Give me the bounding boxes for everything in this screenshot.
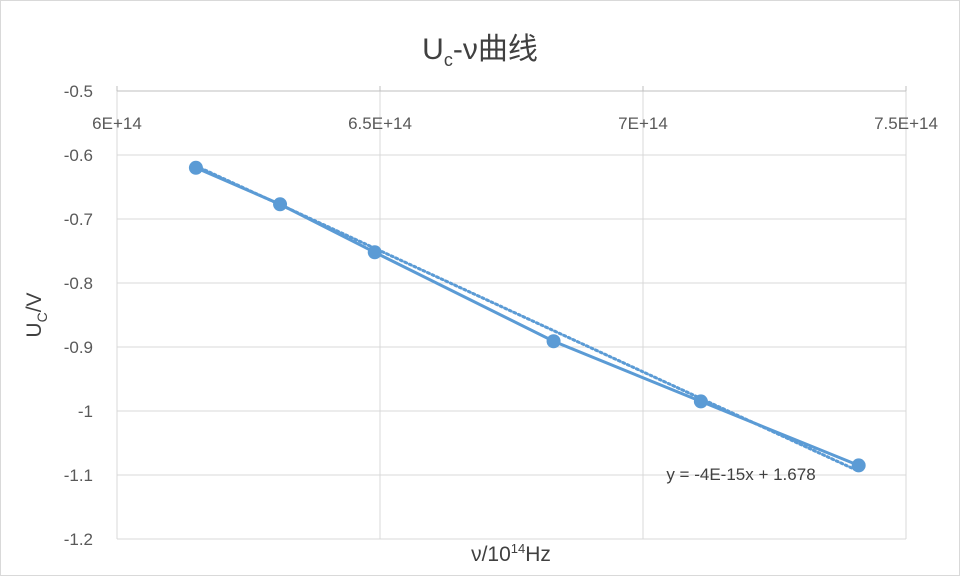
data-point	[188, 160, 203, 175]
y-tick-label: -1	[78, 402, 93, 421]
y-tick-label: -1.1	[64, 466, 93, 485]
data-point	[367, 245, 382, 260]
tick-labels: -0.5 -0.6 -0.7 -0.8 -0.9 -1 -1.1 -1.2 6E+14 6.5E+…	[64, 82, 938, 549]
x-tick-label: 6E+14	[92, 114, 142, 133]
series-line	[195, 166, 860, 467]
y-axis-title: UC/V	[23, 292, 50, 337]
series-layer	[188, 160, 866, 473]
y-tick-label: -0.5	[64, 82, 93, 101]
y-tick-label: -0.6	[64, 146, 93, 165]
y-tick-label: -0.7	[64, 210, 93, 229]
data-point	[851, 458, 866, 473]
data-point	[273, 197, 288, 212]
data-point	[693, 394, 708, 409]
x-tick-label: 7E+14	[618, 114, 668, 133]
x-axis-title: ν/1014Hz	[471, 541, 551, 566]
y-tick-label: -0.9	[64, 338, 93, 357]
y-tick-label: -0.8	[64, 274, 93, 293]
chart-title: Uc-ν曲线	[422, 33, 538, 70]
x-tick-label: 7.5E+14	[874, 114, 938, 133]
gridlines	[116, 86, 907, 540]
data-point	[546, 334, 561, 349]
trendline-equation: y = -4E-15x + 1.678	[666, 465, 815, 484]
y-tick-label: -1.2	[64, 530, 93, 549]
x-tick-label: 6.5E+14	[348, 114, 412, 133]
